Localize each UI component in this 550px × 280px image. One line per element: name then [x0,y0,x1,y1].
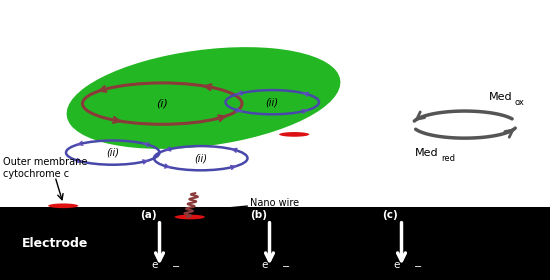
Text: Nano wire: Nano wire [250,198,299,208]
Text: Med: Med [488,92,512,102]
Text: Outer membrane
cytochrome c: Outer membrane cytochrome c [3,157,87,179]
Text: ox: ox [515,98,525,107]
Bar [0,207,550,280]
Text: (ii): (ii) [194,153,207,163]
Text: −: − [282,262,290,272]
Text: Med: Med [415,148,439,158]
Text: red: red [442,154,455,163]
Text: (c): (c) [382,210,398,220]
Text: (ii): (ii) [266,97,279,107]
Text: −: − [172,262,180,272]
Text: −: − [414,262,422,272]
Text: (i): (i) [156,99,168,109]
Text: (ii): (ii) [106,148,119,158]
Text: Electrode: Electrode [22,237,89,250]
Ellipse shape [279,132,309,137]
Text: e: e [261,260,268,270]
Text: (a): (a) [140,210,157,220]
Text: (b): (b) [250,210,267,220]
Ellipse shape [174,215,205,219]
Ellipse shape [48,204,78,208]
Ellipse shape [67,47,340,149]
Text: e: e [151,260,158,270]
Text: e: e [393,260,400,270]
